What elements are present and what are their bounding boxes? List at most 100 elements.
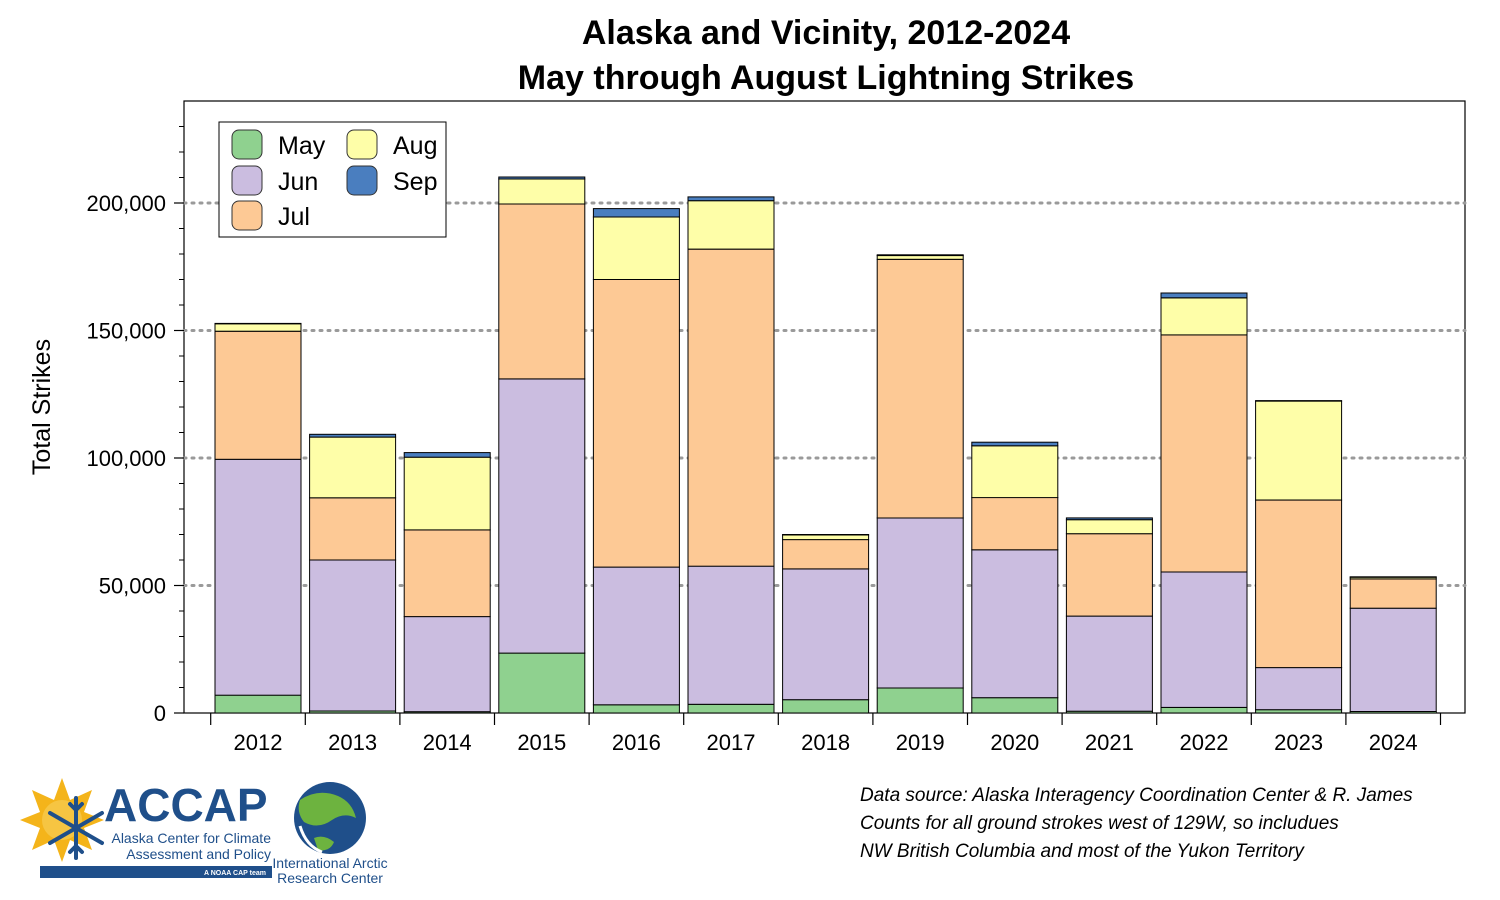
legend-label-may: May [278,132,326,160]
accap-logo-line-1: Alaska Center for Climate [111,830,271,846]
accap-logo: ACCAP Alaska Center for Climate Assessme… [20,778,272,878]
accap-logo-line-2: Assessment and Policy [126,846,271,862]
chart-title-line-1: Alaska and Vicinity, 2012-2024 [582,14,1070,52]
legend-swatch-may [231,129,263,160]
x-tick-label: 2023 [1274,730,1323,755]
bar-segment-sep-2019 [876,254,964,257]
source-note: Data source: Alaska Interagency Coordina… [860,785,1413,862]
bar-segment-jul-2023 [1255,499,1343,669]
bar-segment-may-2016 [592,704,680,714]
bar-segment-sep-2012 [214,322,302,325]
bar-segment-may-2018 [782,699,870,714]
legend-swatch-aug [346,129,378,160]
y-axis-label: Total Strikes [28,339,56,475]
source-note-line-1: Data source: Alaska Interagency Coordina… [860,785,1413,806]
bar-segment-jul-2020 [971,497,1059,551]
bar-segment-aug-2021 [1065,519,1153,535]
x-tick-label: 2016 [612,730,661,755]
x-tick-label: 2012 [234,730,283,755]
legend: May Jun Jul Aug Sep [218,121,447,238]
bar-segment-jun-2016 [592,566,680,706]
bar-segment-sep-2014 [403,452,491,458]
accap-logo-banner [40,866,272,878]
bar-segment-jun-2017 [687,565,775,705]
bar-segment-jun-2019 [876,517,964,689]
bar-segment-jul-2014 [403,529,491,618]
bar-segment-aug-2016 [592,216,680,280]
bar-segment-jul-2021 [1065,533,1153,617]
bar-segment-may-2017 [687,703,775,714]
chart-title-line-2: May through August Lightning Strikes [518,59,1134,97]
bar-segment-may-2020 [971,697,1059,714]
bar-segment-aug-2015 [498,178,586,205]
x-tick-label: 2018 [801,730,850,755]
bar-segment-sep-2023 [1255,400,1343,402]
bar-segment-aug-2023 [1255,400,1343,501]
bar-segment-sep-2021 [1065,517,1153,521]
x-tick-label: 2020 [990,730,1039,755]
bar-segment-aug-2013 [309,436,397,499]
y-tick-label: 100,000 [86,446,166,471]
accap-logo-name: ACCAP [104,779,268,831]
bar-segment-jul-2015 [498,203,586,380]
bar-segment-jun-2022 [1160,571,1248,708]
bar-segment-jul-2016 [592,279,680,568]
bars-group [214,176,1437,714]
bar-segment-jul-2012 [214,330,302,460]
globe-icon [294,782,366,854]
y-tick-label: 200,000 [86,191,166,216]
bar-segment-jul-2013 [309,497,397,561]
bar-segment-sep-2024 [1349,576,1437,578]
bar-segment-sep-2018 [782,534,870,536]
bar-segment-jun-2023 [1255,667,1343,711]
bar-segment-jun-2018 [782,568,870,701]
bar-segment-jun-2020 [971,549,1059,699]
bar-segment-may-2022 [1160,706,1248,714]
y-tick-label: 150,000 [86,319,166,344]
legend-label-aug: Aug [393,132,437,160]
bar-segment-jun-2015 [498,378,586,654]
bar-segment-aug-2014 [403,456,491,531]
iarc-logo-line-1: International Arctic [272,855,387,871]
bar-segment-sep-2020 [971,441,1059,447]
bar-segment-aug-2012 [214,323,302,332]
y-axis: 0 50,000 100,000 150,000 200,000 [86,126,184,726]
bar-segment-jun-2013 [309,559,397,712]
bar-segment-jul-2017 [687,248,775,567]
bar-segment-sep-2015 [498,176,586,180]
bar-segment-jun-2014 [403,616,491,713]
source-note-line-3: NW British Columbia and most of the Yuko… [860,841,1305,862]
legend-label-sep: Sep [393,168,437,196]
bar-segment-aug-2018 [782,534,870,541]
bar-segment-sep-2017 [687,196,775,202]
bar-segment-aug-2020 [971,445,1059,499]
bar-segment-sep-2013 [309,433,397,438]
bar-segment-sep-2022 [1160,292,1248,299]
bar-segment-sep-2016 [592,208,680,218]
iarc-logo-line-2: Research Center [277,870,383,886]
x-tick-label: 2024 [1369,730,1418,755]
x-tick-label: 2017 [707,730,756,755]
bar-segment-jun-2012 [214,458,302,696]
bar-segment-may-2015 [498,652,586,714]
x-tick-label: 2015 [517,730,566,755]
legend-swatch-sep [346,165,378,196]
bar-segment-jul-2022 [1160,334,1248,573]
accap-logo-tagline: A NOAA CAP team [204,870,266,877]
legend-swatch-jul [231,200,263,231]
legend-label-jun: Jun [278,168,318,196]
source-note-line-2: Counts for all ground strokes west of 12… [860,813,1339,834]
bar-segment-jul-2019 [876,258,964,519]
bar-segment-aug-2017 [687,200,775,250]
legend-label-jul: Jul [278,203,310,231]
x-tick-label: 2013 [328,730,377,755]
iarc-logo: International Arctic Research Center [272,782,388,886]
y-tick-label: 50,000 [99,574,166,599]
bar-segment-jun-2024 [1349,607,1437,713]
bar-segment-may-2019 [876,687,964,714]
x-tick-label: 2019 [896,730,945,755]
bar-segment-jun-2021 [1065,615,1153,712]
bar-segment-aug-2022 [1160,297,1248,336]
x-tick-label: 2022 [1180,730,1229,755]
